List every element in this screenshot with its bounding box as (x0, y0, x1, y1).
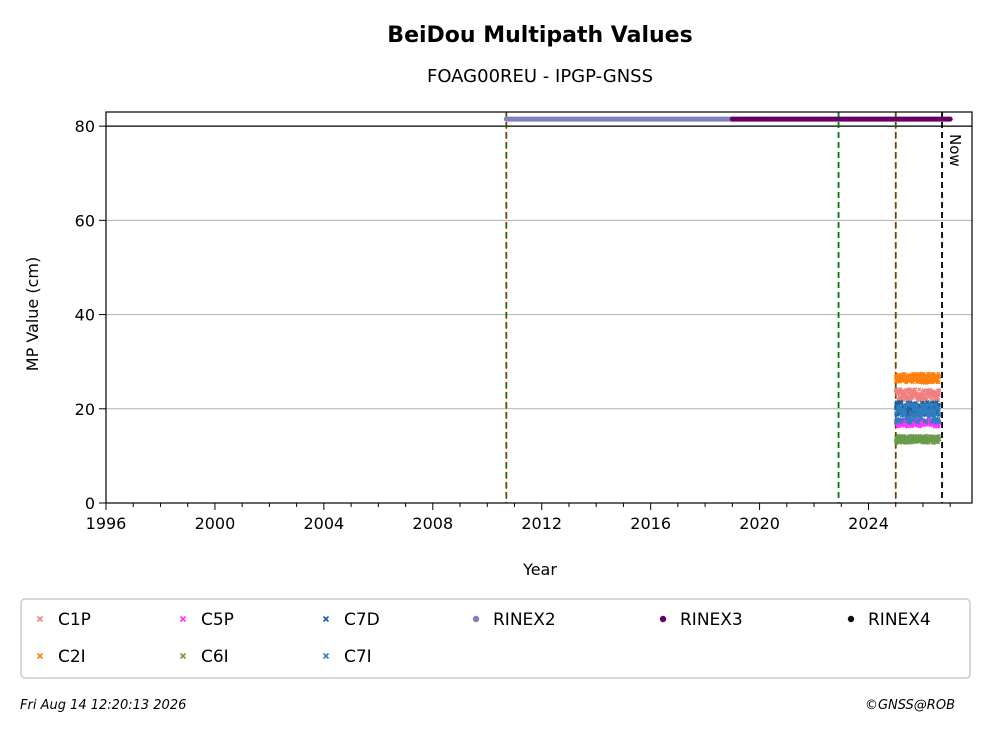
legend-label: RINEX4 (868, 610, 931, 630)
y-tick-label: 80 (75, 117, 95, 136)
grid-lines (106, 125, 972, 410)
data-point (937, 419, 942, 425)
x-tick-label: 2008 (412, 514, 453, 533)
data-point (931, 407, 936, 412)
legend-label: C7D (344, 610, 380, 630)
footer-timestamp: Fri Aug 14 12:20:13 2026 (20, 698, 186, 713)
data-point (936, 411, 941, 416)
y-tick-label: 0 (85, 494, 95, 513)
chart-title: BeiDou Multipath Values (387, 23, 692, 48)
legend-label: RINEX2 (493, 610, 556, 630)
x-axis-ticks: 1996 2000 2004 2008 2012 2016 2020 2024 (86, 503, 951, 533)
x-tick-label: 1996 (86, 514, 127, 533)
data-point (936, 433, 942, 438)
legend-label: RINEX3 (680, 610, 743, 630)
data-point (936, 379, 941, 384)
y-axis-ticks: 0 20 40 60 80 (75, 117, 106, 513)
chart-subtitle: FOAG00REU - IPGP-GNSS (427, 66, 653, 87)
data-point (936, 371, 941, 376)
data-point (915, 420, 921, 425)
legend-marker (472, 615, 480, 623)
data-point (898, 405, 903, 410)
data-point (924, 397, 929, 402)
legend-marker (322, 652, 330, 660)
legend-marker (179, 615, 187, 623)
data-point (937, 437, 942, 442)
data-point (900, 418, 905, 423)
data-point (915, 402, 920, 407)
y-tick-label: 60 (75, 211, 95, 230)
legend-label: C2I (58, 647, 86, 667)
x-tick-label: 2004 (304, 514, 345, 533)
x-tick-label: 2020 (739, 514, 780, 533)
data-point (936, 416, 941, 421)
data-point (931, 441, 936, 446)
data-point (932, 409, 937, 414)
data-point (899, 400, 904, 405)
legend-marker (847, 615, 855, 623)
legend-marker (36, 615, 44, 623)
data-point (903, 409, 908, 414)
data-points (893, 371, 942, 446)
x-tick-label: 2024 (848, 514, 889, 533)
data-point (937, 387, 942, 393)
legend-label: C1P (58, 610, 91, 630)
data-point (937, 374, 942, 379)
legend-label: C6I (201, 647, 229, 667)
x-axis-label: Year (522, 560, 557, 579)
legend-marker (659, 615, 667, 623)
data-point (908, 420, 913, 425)
now-label: Now (946, 134, 964, 167)
data-point (902, 372, 907, 377)
legend-label: C5P (201, 610, 234, 630)
data-point (924, 433, 929, 438)
legend-box (20, 598, 971, 679)
x-tick-label: 2000 (195, 514, 236, 533)
x-tick-label: 2016 (630, 514, 671, 533)
y-tick-label: 40 (75, 306, 95, 325)
footer-credit: ©GNSS@ROB (865, 698, 955, 713)
y-axis-label: MP Value (cm) (23, 257, 42, 371)
data-point (919, 416, 924, 421)
data-point (924, 419, 929, 425)
legend: C1P C5P C7D RINEX2 RINEX3 RINEX4 C2I C6I C7I (36, 610, 931, 667)
data-point (913, 387, 918, 392)
legend-marker (36, 652, 44, 660)
x-tick-label: 2012 (521, 514, 562, 533)
data-point (936, 390, 942, 395)
y-tick-label: 20 (75, 400, 95, 419)
legend-marker (179, 652, 187, 660)
plot-frame (105, 111, 973, 504)
legend-marker (322, 615, 330, 623)
data-point (929, 396, 934, 402)
data-point (936, 407, 942, 412)
legend-label: C7I (344, 647, 372, 667)
